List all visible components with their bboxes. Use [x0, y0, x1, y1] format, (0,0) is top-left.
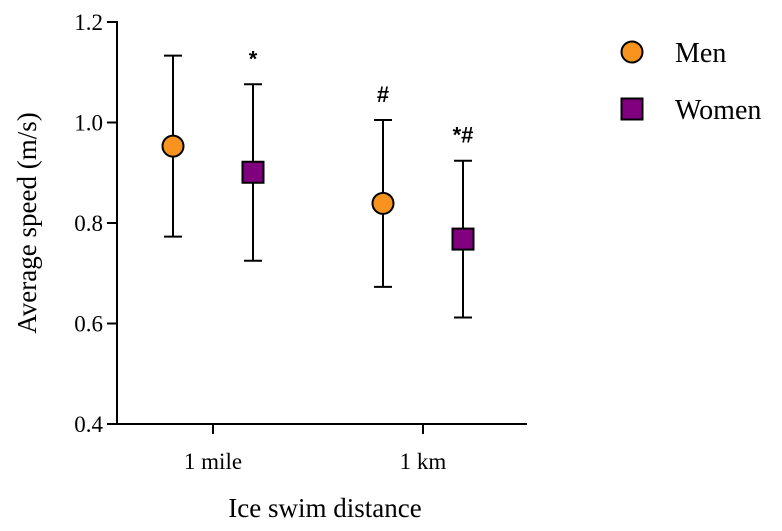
legend-item-men: Men: [620, 38, 726, 69]
legend: Men Women: [620, 38, 761, 126]
data-point-women: [241, 160, 265, 184]
y-axis-title: Average speed (m/s): [12, 112, 42, 333]
legend-marker: [620, 40, 644, 64]
series-men: #: [161, 54, 395, 288]
significance-annotation: *#: [453, 123, 474, 148]
y-tick-label: 1.2: [74, 10, 103, 35]
legend-label: Men: [675, 38, 726, 69]
significance-annotation: #: [377, 82, 389, 107]
data-point-women: [451, 227, 475, 251]
y-tick-label: 0.6: [74, 312, 103, 337]
x-tick-label: 1 mile: [184, 449, 242, 474]
y-ticks: 0.4 0.6 0.8 1.0 1.2: [74, 10, 117, 437]
y-tick-label: 0.4: [74, 412, 103, 437]
data-point-men: [371, 191, 395, 215]
legend-item-women: Women: [620, 95, 761, 126]
legend-marker: [620, 97, 644, 121]
series-layer: # * *#: [161, 46, 475, 319]
data-point-men: [161, 134, 185, 158]
x-ticks: 1 mile 1 km: [184, 424, 447, 474]
y-tick-label: 0.8: [74, 211, 103, 236]
y-tick-label: 1.0: [74, 111, 103, 136]
x-tick-label: 1 km: [400, 449, 447, 474]
legend-label: Women: [675, 95, 761, 126]
series-women: * *#: [241, 46, 475, 319]
x-axis-title: Ice swim distance: [228, 493, 421, 523]
axes: [116, 21, 527, 425]
significance-annotation: *: [249, 46, 258, 71]
